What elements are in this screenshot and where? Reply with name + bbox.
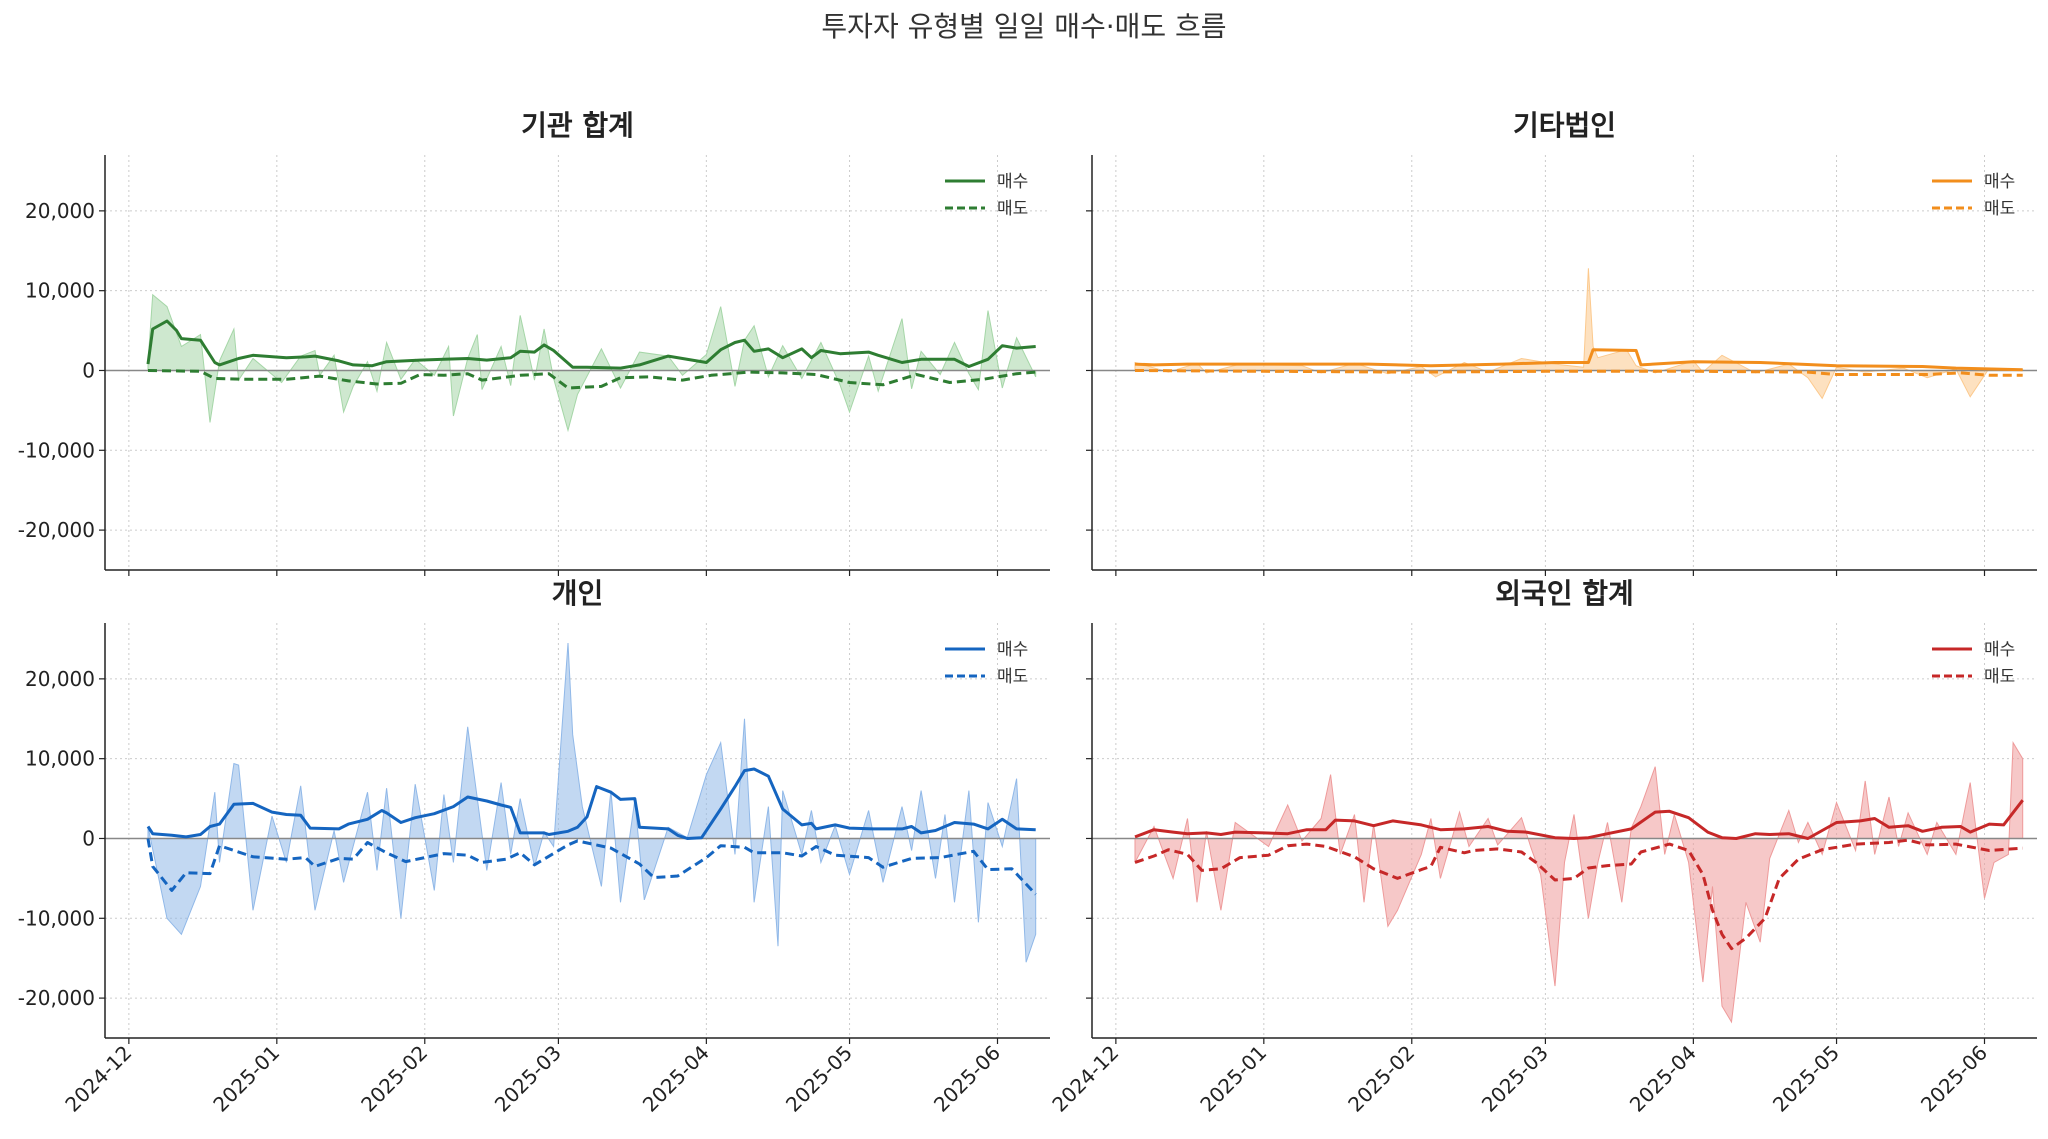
series-daily-band	[1134, 268, 2024, 400]
legend-label: 매도	[1984, 667, 2015, 687]
y-tick-label: 20,000	[25, 199, 95, 223]
plot-area	[105, 642, 1050, 963]
legend-label: 매수	[1984, 640, 2015, 660]
y-tick-label: 20,000	[25, 667, 95, 691]
y-tick-label: -10,000	[18, 906, 95, 930]
legend-label: 매수	[997, 172, 1028, 192]
legend-label: 매도	[1984, 199, 2015, 219]
series-sell-line	[147, 369, 1036, 390]
series-sell-line	[146, 838, 1037, 896]
plot-area	[105, 293, 1050, 433]
legend-label: 매도	[997, 667, 1028, 687]
series-buy-line	[1134, 348, 2023, 372]
y-tick-label: 0	[82, 358, 95, 382]
y-tick-label: 0	[82, 826, 95, 850]
figure-title: 투자자 유형별 일일 매수·매도 흐름	[821, 10, 1226, 43]
series-buy-line	[146, 319, 1036, 370]
y-tick-label: -20,000	[18, 986, 95, 1010]
panel-title: 외국인 합계	[1495, 577, 1634, 610]
series-buy-line	[1134, 799, 2024, 840]
panel-title: 기관 합계	[521, 109, 634, 142]
y-tick-label: -10,000	[18, 438, 95, 462]
legend-label: 매수	[997, 640, 1028, 660]
plot-area	[1092, 268, 2037, 400]
y-tick-label: -20,000	[18, 518, 95, 542]
series-sell-line	[1134, 838, 2023, 951]
plot-area	[1092, 741, 2037, 1024]
panel-title: 기타법인	[1513, 109, 1616, 142]
y-tick-label: 10,000	[25, 279, 95, 303]
series-daily-band	[147, 642, 1037, 963]
legend-label: 매도	[997, 199, 1028, 219]
panel-title: 개인	[552, 577, 604, 610]
y-tick-label: 10,000	[25, 747, 95, 771]
series-buy-line	[146, 767, 1036, 840]
legend-label: 매수	[1984, 172, 2015, 192]
series-sell-line	[1134, 369, 2023, 377]
